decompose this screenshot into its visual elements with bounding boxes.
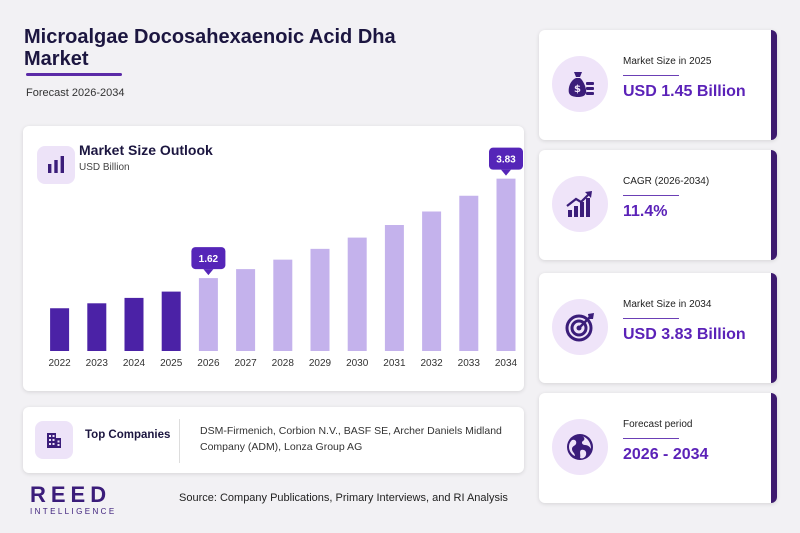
x-tick-label: 2024 xyxy=(123,358,146,369)
market-size-bar-chart: 2022 2023 2024 2025 2026 2027 2028 2029 2030 2031… xyxy=(48,147,523,369)
page-subtitle: Forecast 2026-2034 xyxy=(26,87,125,99)
source-note: Source: Company Publications, Primary In… xyxy=(179,492,508,504)
bar-2026 xyxy=(198,278,218,351)
data-label: 3.83 xyxy=(496,155,516,166)
x-tick-label: 2033 xyxy=(458,358,481,369)
stat-label: Market Size in 2034 xyxy=(623,299,712,310)
stat-divider xyxy=(623,75,679,76)
market-size-chart-card: 2022 2023 2024 2025 2026 2027 2028 2029 2030 2031… xyxy=(23,126,524,391)
x-tick-label: 2034 xyxy=(495,358,518,369)
stat-value: 11.4% xyxy=(623,203,668,220)
reed-intelligence-logo: REED INTELLIGENCE xyxy=(30,482,117,517)
stat-card-market-2025: $ Market Size in 2025 USD 1.45 Billion xyxy=(539,30,777,140)
bar-2033 xyxy=(459,195,479,351)
stat-label: CAGR (2026-2034) xyxy=(623,176,710,187)
bar-chart-icon xyxy=(37,146,75,184)
logo-main-text: REED xyxy=(30,482,112,507)
logo-sub-text: INTELLIGENCE xyxy=(30,507,117,516)
bar-2030 xyxy=(347,237,367,351)
top-companies-card: Top Companies DSM-Firmenich, Corbion N.V… xyxy=(23,407,524,473)
x-tick-label: 2030 xyxy=(346,358,369,369)
stat-value: 2026 - 2034 xyxy=(623,446,709,463)
x-tick-label: 2026 xyxy=(197,358,220,369)
bar-2034 xyxy=(496,178,516,351)
x-tick-label: 2031 xyxy=(383,358,406,369)
stat-label: Forecast period xyxy=(623,419,693,430)
target-icon xyxy=(552,299,608,355)
building-icon xyxy=(35,421,73,459)
stat-card-cagr: CAGR (2026-2034) 11.4% xyxy=(539,150,777,260)
chart-unit: USD Billion xyxy=(79,162,130,173)
page-title: Microalgae Docosahexaenoic Acid Dha Mark… xyxy=(24,26,396,70)
bar-2032 xyxy=(422,211,442,351)
stat-card-market-2034: Market Size in 2034 USD 3.83 Billion xyxy=(539,273,777,383)
x-tick-label: 2023 xyxy=(86,358,109,369)
x-tick-label: 2025 xyxy=(160,358,183,369)
money-bag-icon: $ xyxy=(552,56,608,112)
data-callout-2034: 3.83 xyxy=(489,147,523,176)
globe-icon xyxy=(552,419,608,475)
chart-title: Market Size Outlook xyxy=(79,142,213,158)
bar-2029 xyxy=(310,248,330,351)
bar-2023 xyxy=(87,303,107,351)
x-tick-label: 2028 xyxy=(272,358,295,369)
bar-2031 xyxy=(384,225,404,351)
top-companies-list: DSM-Firmenich, Corbion N.V., BASF SE, Ar… xyxy=(200,425,502,453)
data-label: 1.62 xyxy=(199,254,219,265)
growth-chart-icon xyxy=(552,176,608,232)
bar-2024 xyxy=(124,297,144,351)
stat-divider xyxy=(623,438,679,439)
stat-label: Market Size in 2025 xyxy=(623,56,712,67)
stat-value: USD 3.83 Billion xyxy=(623,326,746,343)
stat-card-forecast-period: Forecast period 2026 - 2034 xyxy=(539,393,777,503)
bar-2028 xyxy=(273,259,293,351)
x-tick-label: 2032 xyxy=(420,358,443,369)
stat-value: USD 1.45 Billion xyxy=(623,83,746,100)
svg-text:$: $ xyxy=(574,84,581,95)
data-callout-2026: 1.62 xyxy=(191,247,226,276)
bar-2022 xyxy=(50,308,70,351)
x-tick-label: 2029 xyxy=(309,358,332,369)
stat-divider xyxy=(623,318,679,319)
title-underline xyxy=(26,73,122,76)
companies-divider xyxy=(179,419,180,463)
x-tick-label: 2022 xyxy=(48,358,71,369)
stat-divider xyxy=(623,195,679,196)
bar-2025 xyxy=(161,291,181,351)
top-companies-label: Top Companies xyxy=(85,429,171,441)
x-tick-label: 2027 xyxy=(234,358,257,369)
bar-2027 xyxy=(236,269,256,351)
